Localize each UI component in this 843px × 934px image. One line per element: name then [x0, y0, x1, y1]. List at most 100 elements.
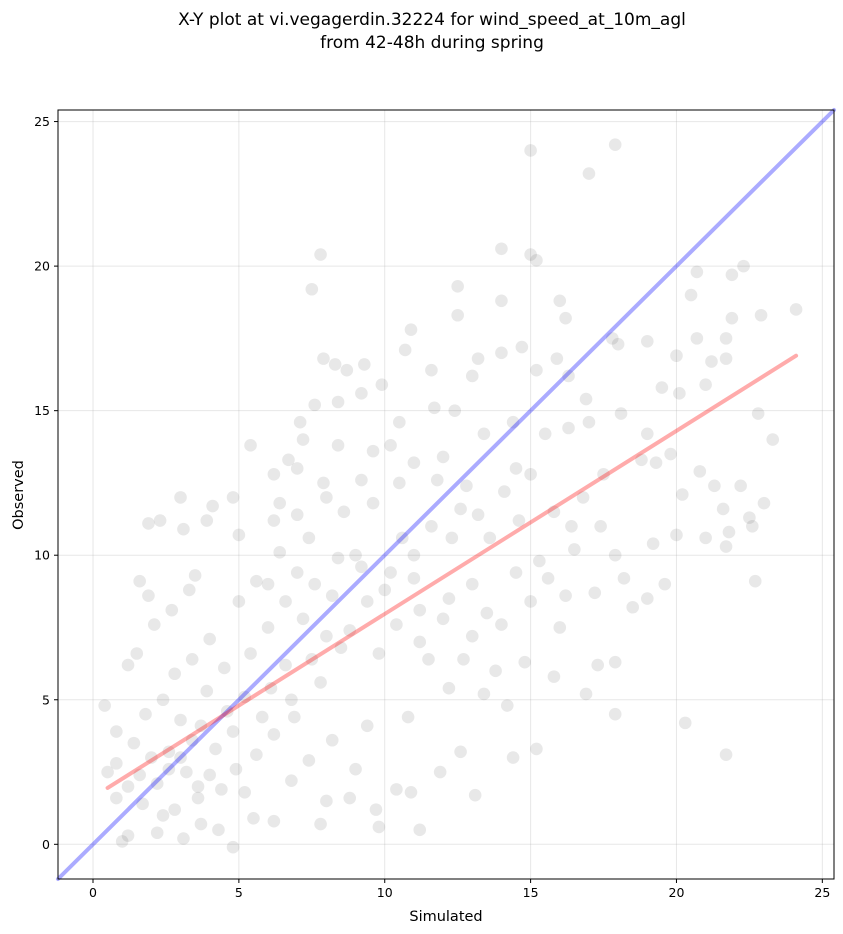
- data-point: [725, 311, 739, 325]
- data-point: [748, 574, 762, 588]
- data-point: [212, 823, 225, 837]
- data-point: [194, 817, 208, 831]
- data-point: [174, 713, 187, 727]
- data-point: [115, 835, 129, 848]
- data-point: [395, 531, 409, 545]
- data-point: [305, 652, 319, 666]
- data-point: [404, 785, 418, 799]
- data-point: [285, 693, 298, 707]
- data-point: [267, 728, 281, 741]
- data-point: [308, 398, 322, 412]
- data-point: [366, 444, 380, 458]
- axis-ticks: 0 5 10 15 20 25 0 5 10 15 20 25: [34, 114, 830, 900]
- data-point: [358, 358, 371, 371]
- data-point: [465, 369, 479, 383]
- data-point: [110, 757, 123, 770]
- data-point: [290, 566, 304, 579]
- data-point: [393, 415, 406, 429]
- data-point: [340, 363, 354, 377]
- data-point: [226, 840, 240, 854]
- data-point: [524, 144, 537, 157]
- data-point: [293, 415, 307, 429]
- data-point: [267, 467, 281, 481]
- data-point: [579, 687, 593, 701]
- data-point: [506, 751, 520, 764]
- data-point: [524, 248, 537, 261]
- data-point: [678, 716, 692, 730]
- data-point: [789, 303, 803, 316]
- data-point: [407, 456, 421, 469]
- data-point: [320, 794, 333, 808]
- data-point: [716, 502, 730, 516]
- data-point: [238, 690, 252, 704]
- data-point: [200, 514, 214, 527]
- data-point: [407, 548, 421, 562]
- data-point: [191, 780, 205, 793]
- data-point: [608, 548, 622, 562]
- data-point: [579, 392, 593, 406]
- data-point: [279, 595, 292, 608]
- data-point: [530, 254, 543, 267]
- data-point: [267, 814, 281, 828]
- data-point: [422, 652, 435, 666]
- data-point: [162, 762, 176, 776]
- data-point: [754, 308, 768, 322]
- data-point: [684, 288, 698, 302]
- data-point: [655, 381, 669, 394]
- data-point: [512, 514, 526, 527]
- data-point: [273, 546, 287, 559]
- data-point: [217, 661, 231, 675]
- data-point: [232, 595, 246, 608]
- data-point: [734, 479, 747, 493]
- data-point: [617, 572, 631, 585]
- reference-lines: [56, 108, 836, 881]
- data-point: [250, 574, 263, 588]
- data-point: [448, 404, 462, 417]
- data-point: [719, 352, 733, 365]
- data-point: [255, 710, 269, 724]
- data-point: [608, 655, 622, 669]
- data-point: [649, 456, 663, 469]
- y-tick-label: 25: [34, 114, 50, 129]
- data-point: [533, 554, 546, 568]
- data-point: [597, 467, 610, 481]
- data-point: [725, 268, 739, 282]
- data-point: [261, 621, 275, 634]
- data-point: [314, 817, 327, 831]
- data-point: [209, 742, 222, 756]
- data-point: [244, 439, 257, 452]
- data-point: [136, 797, 149, 811]
- data-point: [719, 748, 733, 761]
- x-tick-label: 25: [814, 885, 830, 900]
- data-point: [390, 783, 403, 796]
- data-point: [547, 670, 561, 683]
- y-tick-label: 15: [34, 403, 50, 418]
- data-point: [547, 505, 561, 519]
- data-point: [509, 462, 523, 475]
- data-point: [226, 491, 240, 504]
- x-tick-label: 0: [89, 885, 97, 900]
- data-point: [468, 788, 482, 802]
- data-point: [288, 710, 301, 724]
- data-point: [445, 531, 459, 545]
- data-point: [614, 407, 628, 420]
- data-point: [393, 476, 406, 490]
- plot-frame: [57, 109, 835, 880]
- data-point: [331, 439, 345, 452]
- data-point: [285, 774, 298, 788]
- chart-title-line-1: X-Y plot at vi.vegagerdin.32224 for wind…: [178, 10, 686, 30]
- data-point: [110, 791, 123, 805]
- data-point: [670, 349, 683, 363]
- data-point: [708, 479, 721, 493]
- x-tick-label: 10: [377, 885, 393, 900]
- data-point: [398, 343, 412, 357]
- data-point: [746, 520, 759, 533]
- data-point: [349, 548, 362, 562]
- data-point: [296, 612, 310, 626]
- chart-title-line-2: from 42-48h during spring: [320, 33, 544, 53]
- data-point: [282, 453, 295, 467]
- data-point: [98, 699, 111, 712]
- data-point: [693, 465, 707, 478]
- data-point: [372, 820, 386, 834]
